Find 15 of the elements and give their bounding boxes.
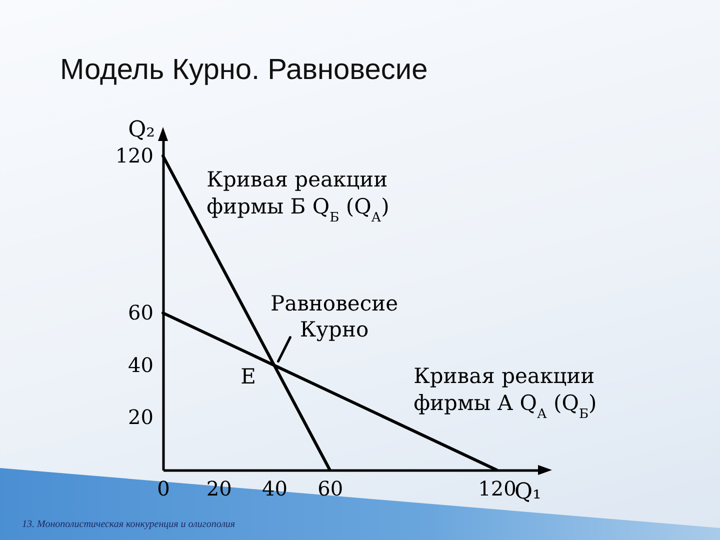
y-tick-label: 40 (128, 352, 154, 377)
y-tick-label: 20 (128, 405, 154, 430)
series-label: Кривая реакции фирмы Б Q$_{Б}$ (Q$_{А}$) (206, 167, 390, 225)
x-tick-label: 0 (157, 476, 170, 500)
series-label: Кривая реакции фирмы А Q$_{А}$ (Q$_{Б}$) (414, 364, 597, 422)
text: 13. Монополистическая конкуренция и олигополия (22, 519, 236, 530)
chart-title: Модель Курно. Равновесие (60, 54, 428, 86)
x-tick-label: 60 (318, 476, 344, 500)
annotation: E (240, 364, 256, 388)
y-axis-title: Q₂ (128, 118, 155, 142)
annotation: Равновесие Курно (270, 291, 398, 342)
x-tick-label: 120 (478, 476, 516, 500)
x-axis-title: Q₁ (514, 480, 542, 504)
y-tick-label: 120 (115, 143, 154, 168)
y-tick-label: 60 (128, 300, 154, 324)
